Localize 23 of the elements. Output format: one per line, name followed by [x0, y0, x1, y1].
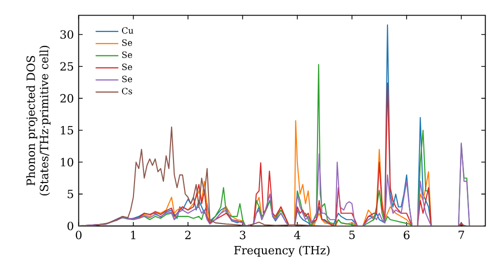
legend-label: Se — [122, 76, 132, 82]
x-tick-label: 7 — [458, 230, 464, 239]
x-tick-label: 0 — [76, 230, 82, 240]
legend-label: Cs — [122, 88, 132, 94]
y-tick-label: 0 — [68, 222, 74, 230]
y-axis-title: Phonon projected DOS (States/THz·primitive cell) — [26, 46, 50, 196]
x-tick-label: 5 — [349, 230, 355, 240]
x-tick-label: 2 — [185, 230, 190, 240]
legend-label: Cu — [122, 27, 134, 34]
x-tick-label: 4 — [294, 230, 300, 240]
y-tick-label: 25 — [60, 62, 74, 71]
x-axis-title: Frequency (THz) — [234, 246, 330, 257]
x-tick-label: 3 — [240, 230, 246, 240]
y-tick-label: 10 — [60, 158, 74, 166]
y-tick-label: 15 — [60, 126, 74, 135]
y-tick-label: 20 — [60, 94, 74, 103]
y-tick-label: 5 — [68, 190, 74, 198]
x-tick-label: 1 — [131, 230, 136, 240]
y-tick-label: 30 — [60, 30, 74, 39]
legend-label: Se — [122, 39, 132, 46]
legend-label: Se — [122, 51, 132, 58]
x-tick-label: 6 — [404, 230, 410, 240]
legend-label: Se — [122, 64, 132, 70]
